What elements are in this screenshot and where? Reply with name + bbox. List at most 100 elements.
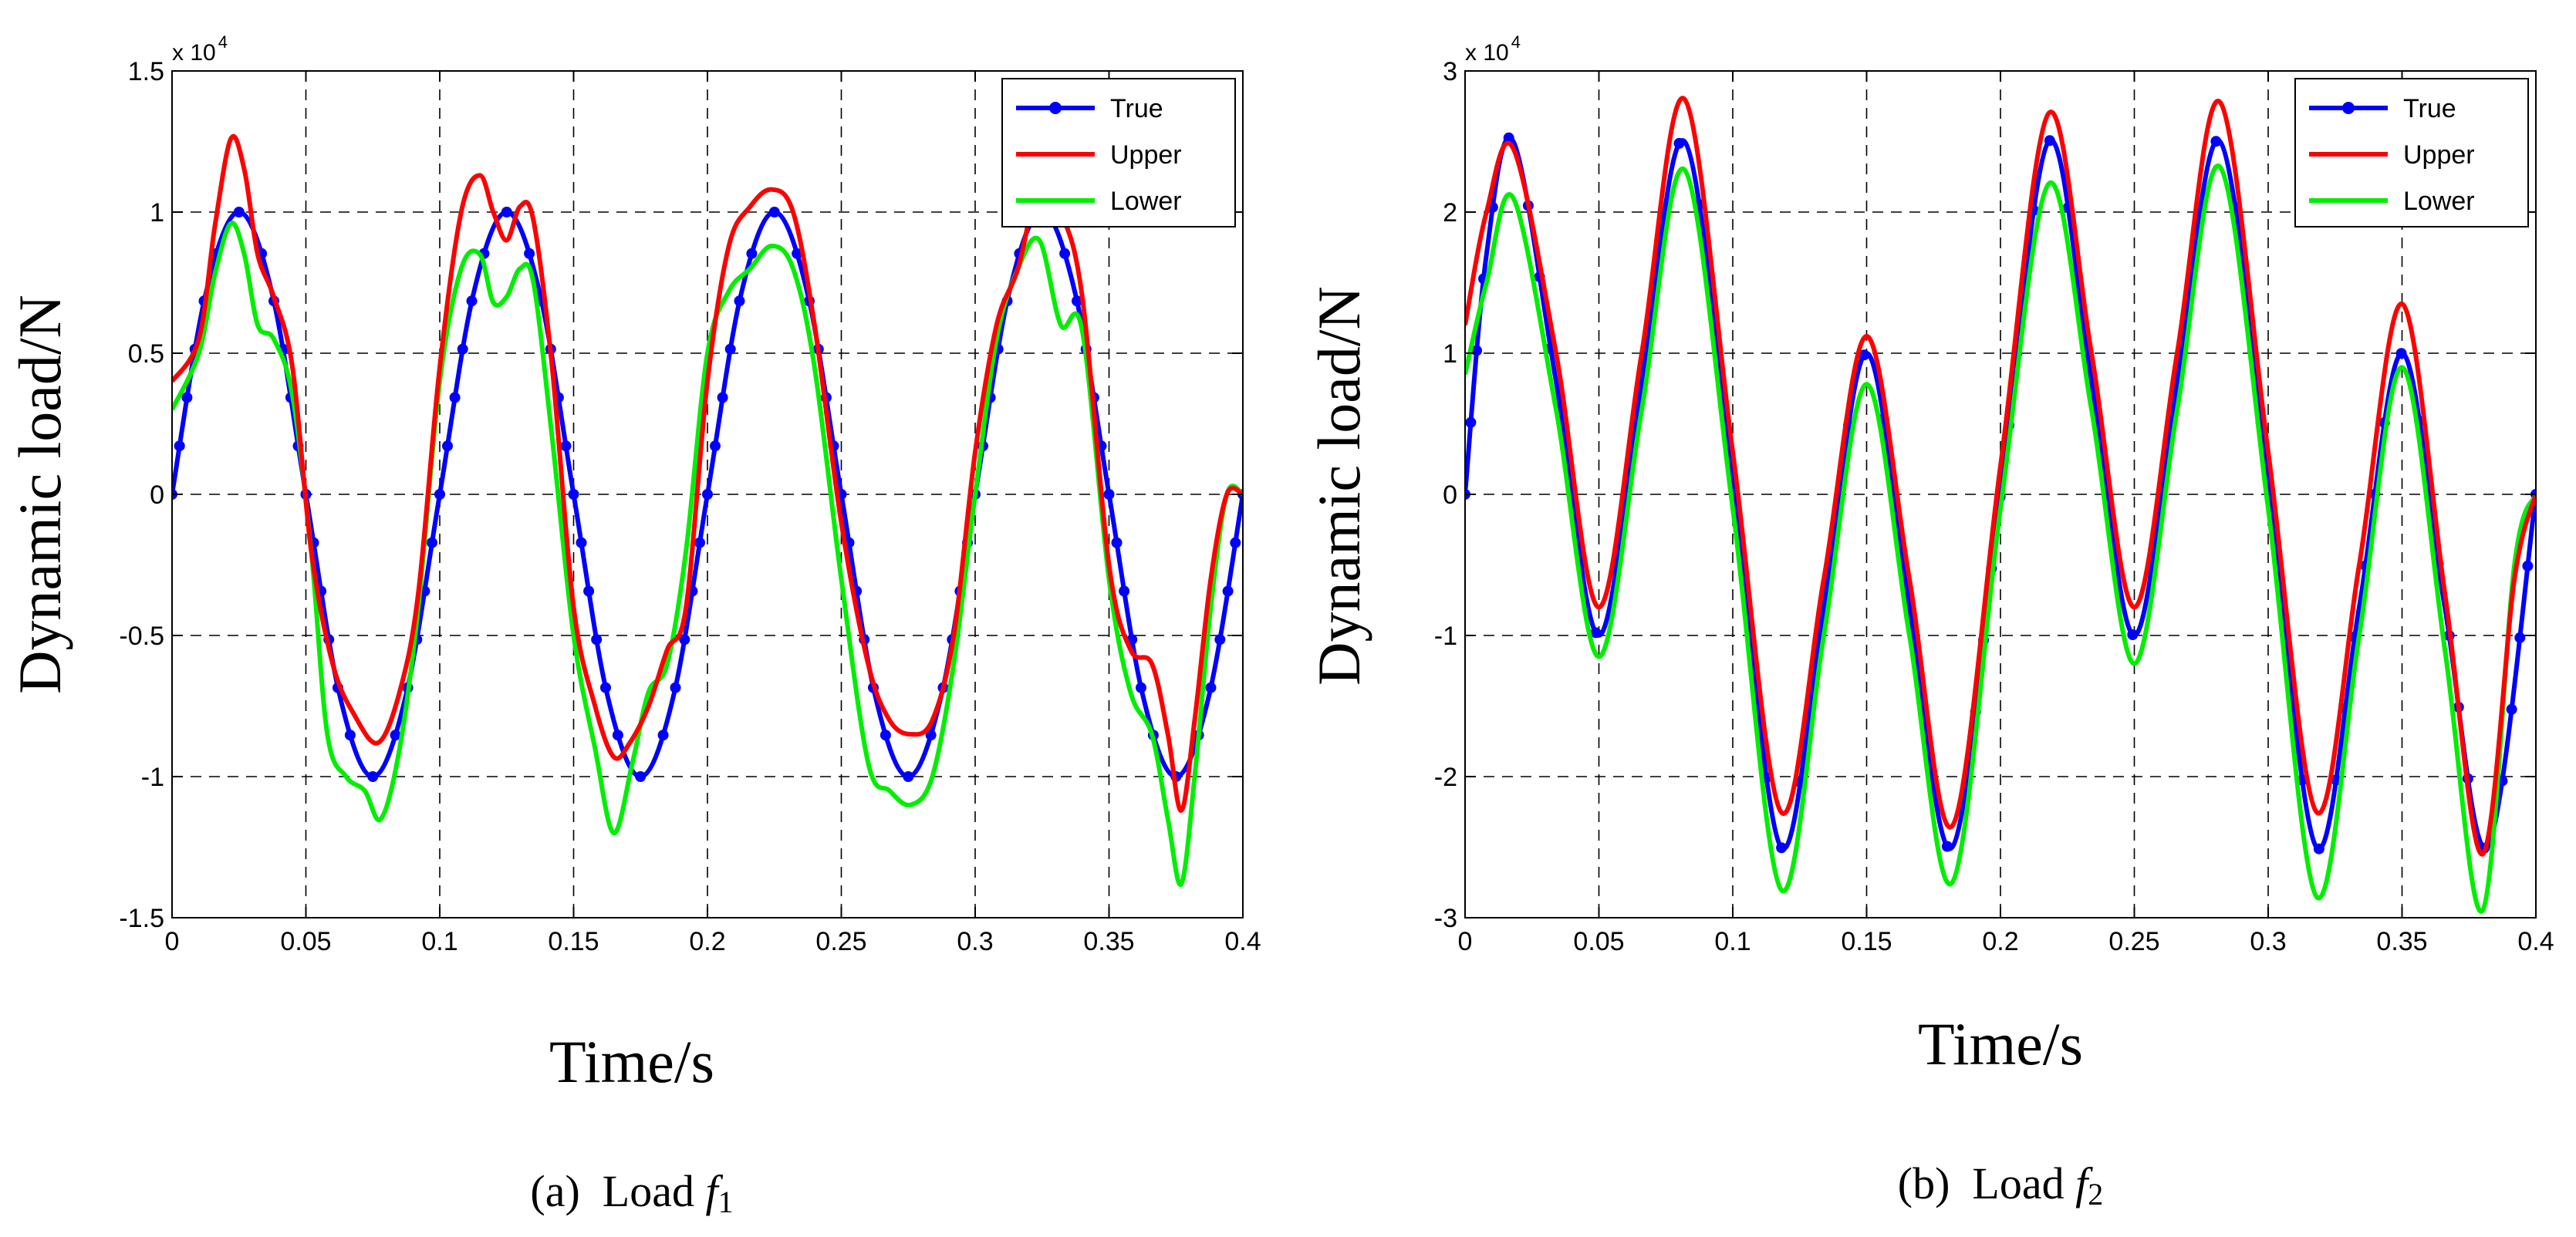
marker-true xyxy=(1103,489,1115,500)
x-tick-label: 0.2 xyxy=(689,927,725,956)
marker-true xyxy=(2127,629,2139,640)
marker-true xyxy=(583,585,595,597)
marker-true xyxy=(879,730,891,741)
marker-true xyxy=(434,489,445,500)
marker-true xyxy=(635,771,647,782)
marker-true xyxy=(792,248,803,259)
x-tick-label: 0.35 xyxy=(2376,927,2427,956)
marker-true xyxy=(466,295,478,307)
marker-true xyxy=(427,537,437,548)
y-tick-label: 2 xyxy=(1443,198,1457,228)
marker-true xyxy=(501,207,512,217)
marker-true xyxy=(734,295,745,307)
marker-true xyxy=(694,537,705,548)
legend: True Upper Lower xyxy=(2294,78,2529,228)
axis-exponent: x 10 xyxy=(172,40,216,66)
caption-subscript: 1 xyxy=(718,1185,734,1219)
marker-true xyxy=(657,730,669,741)
marker-true xyxy=(1503,132,1514,143)
y-axis-label: Dynamic load/N xyxy=(6,295,73,694)
marker-true xyxy=(600,682,611,693)
legend-label-true: True xyxy=(1110,94,1163,123)
x-tick-label: 0.05 xyxy=(1573,927,1624,956)
marker-true xyxy=(1136,682,1146,693)
marker-true xyxy=(442,440,453,452)
y-tick-label: -1.5 xyxy=(119,904,164,933)
marker-true xyxy=(679,634,690,645)
marker-true xyxy=(1111,537,1123,548)
x-tick-label: 0.15 xyxy=(548,927,599,956)
marker-true xyxy=(524,248,535,259)
marker-true xyxy=(1205,682,1217,693)
y-tick-label: -2 xyxy=(1434,763,1457,792)
marker-true xyxy=(670,682,681,693)
marker-true xyxy=(591,634,603,645)
marker-true xyxy=(702,489,713,500)
marker-true xyxy=(174,440,185,452)
series-group xyxy=(172,134,1243,887)
y-tick-label: 1.5 xyxy=(128,57,164,86)
y-tick-label: 0.5 xyxy=(128,339,164,369)
marker-true xyxy=(1590,627,1602,639)
y-tick-label: 1 xyxy=(150,198,164,228)
y-tick-label: -3 xyxy=(1434,904,1457,933)
legend-marker-true xyxy=(1049,102,1062,114)
marker-true xyxy=(367,771,379,782)
y-tick-label: -0.5 xyxy=(119,622,164,651)
x-tick-label: 0.05 xyxy=(280,927,331,956)
marker-true xyxy=(568,489,579,500)
marker-true xyxy=(1673,137,1685,149)
marker-true xyxy=(1859,349,1870,361)
series-group xyxy=(1465,96,2536,914)
marker-true xyxy=(1230,537,1241,548)
legend-label-lower: Lower xyxy=(1110,187,1182,216)
marker-true xyxy=(1214,634,1226,645)
legend-label-true: True xyxy=(2403,94,2456,123)
marker-true xyxy=(1072,295,1082,307)
x-tick-label: 0.4 xyxy=(1224,927,1261,956)
axis-exponent-power: 4 xyxy=(218,32,228,52)
marker-true xyxy=(903,771,914,782)
legend-marker-true xyxy=(2342,102,2355,114)
marker-true xyxy=(746,248,758,259)
caption: (b) Load f2 xyxy=(1898,1158,2103,1212)
x-tick-label: 0.3 xyxy=(2250,927,2286,956)
marker-true xyxy=(449,392,461,403)
y-tick-label: -1 xyxy=(1434,622,1457,651)
marker-true xyxy=(1222,585,1234,597)
x-tick-label: 0.25 xyxy=(815,927,866,956)
caption-prefix: (b) Load xyxy=(1898,1158,2075,1208)
marker-true xyxy=(925,730,937,741)
marker-true xyxy=(181,392,193,403)
marker-true xyxy=(344,730,356,741)
marker-true xyxy=(717,392,728,403)
x-tick-label: 0.3 xyxy=(957,927,993,956)
marker-true xyxy=(576,537,587,548)
marker-true xyxy=(390,730,401,741)
marker-true xyxy=(2313,843,2324,854)
x-tick-label: 0.1 xyxy=(421,927,457,956)
marker-true xyxy=(1059,248,1071,259)
marker-true xyxy=(2044,135,2055,147)
chart-panel-a: 0 0.05 0.1 0.15 0.2 0.25 0.3 0.35 0.4 -1.5 -1 -0.5 0… xyxy=(6,32,1261,1219)
legend-label-lower: Lower xyxy=(2403,187,2475,216)
x-tick-label: 0.35 xyxy=(1083,927,1134,956)
marker-true xyxy=(1465,416,1477,428)
axis-exponent: x 10 xyxy=(1465,40,1509,66)
marker-true xyxy=(768,207,780,217)
x-tick-label: 0.25 xyxy=(2108,927,2159,956)
chart-panel-b: 0 0.05 0.1 0.15 0.2 0.25 0.3 0.35 0.4 -3 -2 -1 0 1 2 3x… xyxy=(1305,32,2554,1212)
marker-true xyxy=(457,343,468,355)
x-tick-label: 0.4 xyxy=(2517,927,2554,956)
legend-label-upper: Upper xyxy=(1110,140,1182,170)
caption-prefix: (a) Load xyxy=(530,1166,705,1216)
marker-true xyxy=(612,730,623,741)
y-tick-label: 0 xyxy=(1443,480,1457,510)
x-tick-label: 0 xyxy=(165,927,180,956)
marker-true xyxy=(1776,842,1788,854)
marker-true xyxy=(1119,585,1130,597)
marker-true xyxy=(724,343,736,355)
marker-true xyxy=(2506,703,2517,715)
y-tick-label: 0 xyxy=(150,480,164,510)
